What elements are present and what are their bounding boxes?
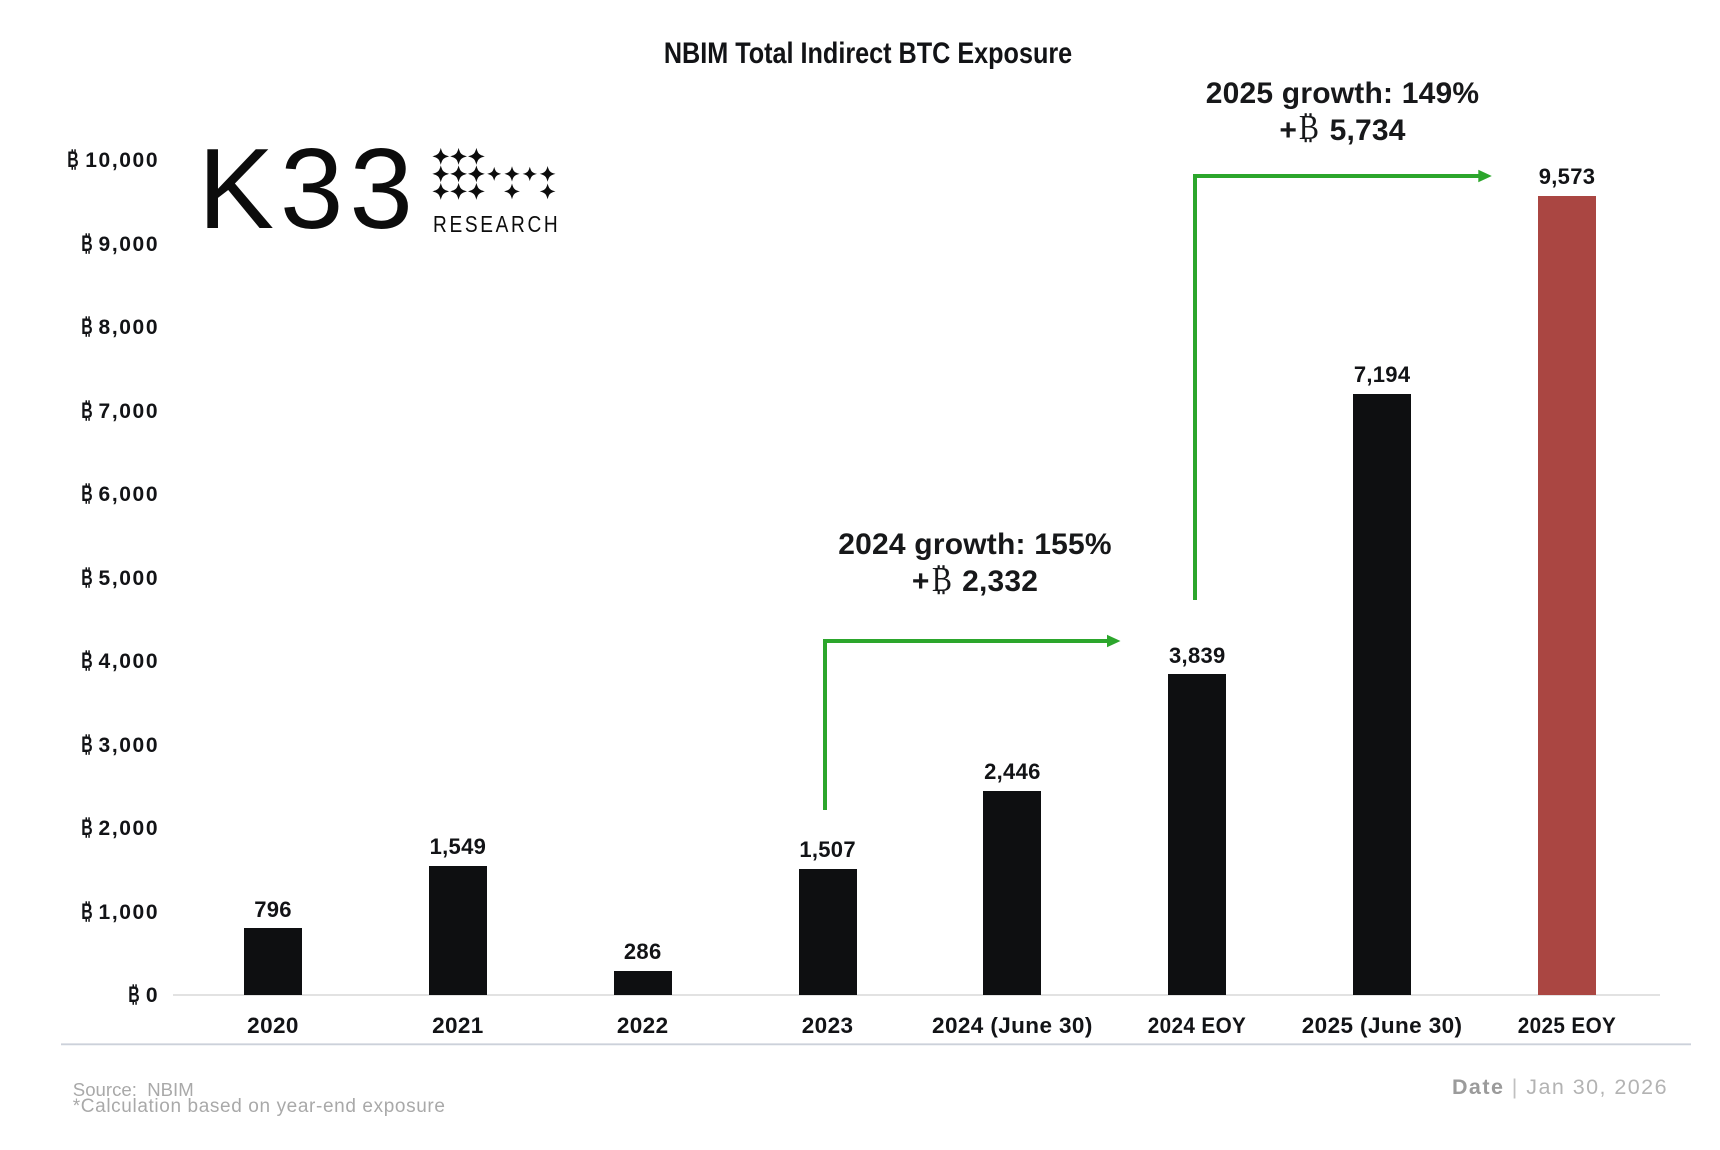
svg-text:B: B	[82, 734, 93, 756]
svg-text:B: B	[82, 400, 93, 422]
svg-text:B: B	[129, 984, 140, 1006]
svg-text:B: B	[82, 316, 93, 338]
svg-text:B: B	[82, 567, 93, 589]
svg-text:B: B	[82, 901, 93, 923]
svg-text:B: B	[82, 650, 93, 672]
svg-text:B: B	[82, 817, 93, 839]
svg-text:B: B	[1299, 113, 1319, 145]
svg-text:B: B	[82, 483, 93, 505]
svg-text:B: B	[82, 233, 93, 255]
svg-text:B: B	[931, 565, 951, 597]
svg-text:B: B	[68, 149, 79, 171]
